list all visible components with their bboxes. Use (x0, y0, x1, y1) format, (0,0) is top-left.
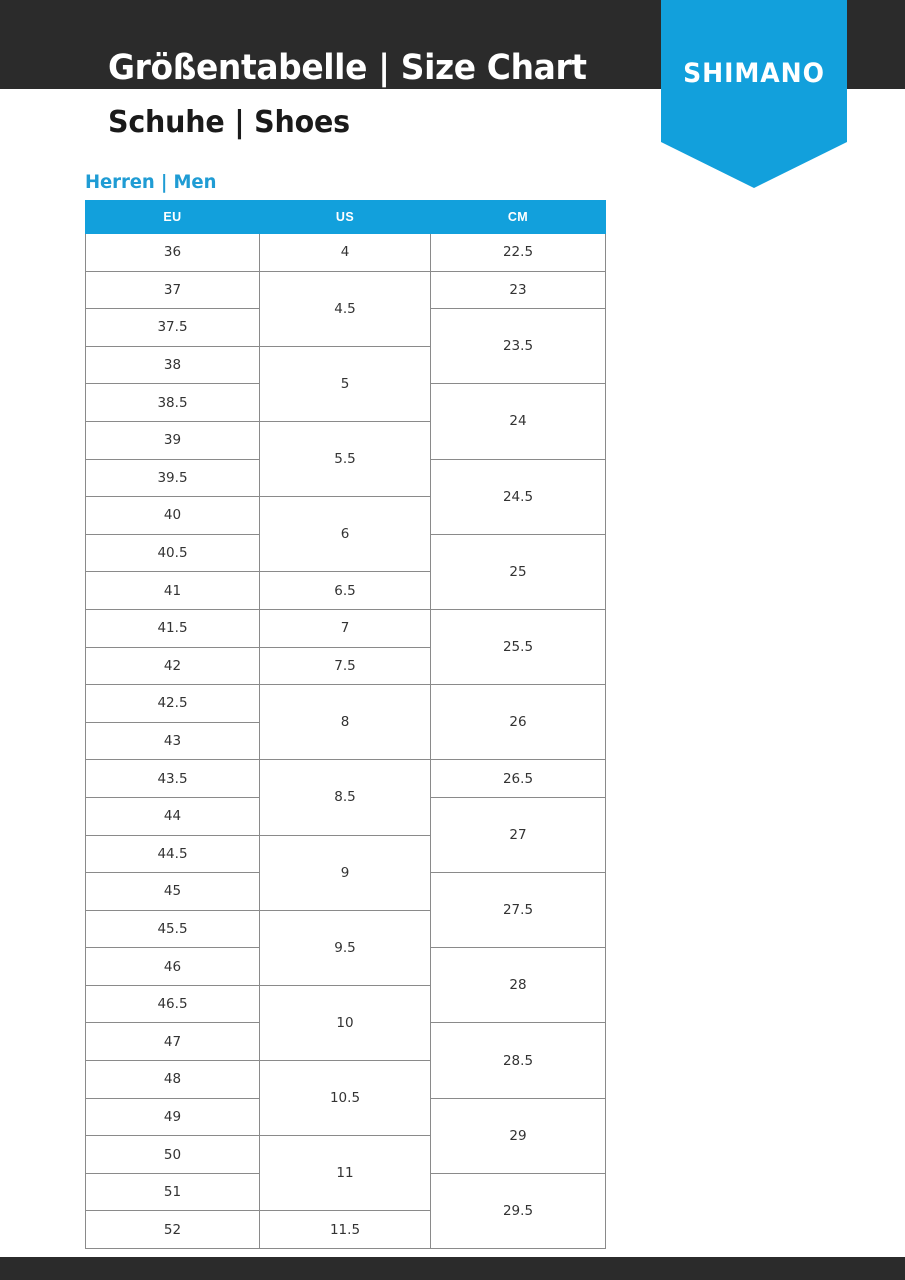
cell-cm: 23 (430, 270, 606, 310)
cell-us: 6.5 (259, 571, 431, 610)
shimano-logo: SHIMANO (683, 58, 825, 89)
cell-eu: 50 (85, 1135, 260, 1174)
footer-band (0, 1257, 905, 1280)
table-row: 51 29.5 (85, 1172, 606, 1250)
table-row: 40.5 25 (85, 533, 606, 610)
cell-cm: 28.5 (430, 1022, 606, 1099)
shimano-banner: SHIMANO (661, 0, 847, 188)
cell-cm: 24.5 (430, 458, 606, 535)
cell-eu: 45 (85, 872, 260, 911)
cell-eu: 46.5 (85, 984, 260, 1024)
cell-eu: 43.5 (85, 759, 260, 798)
cell-eu: 38.5 (85, 383, 260, 422)
title-line1-light-clip: Größentabelle | Size Chart (108, 47, 668, 89)
table-header-row: EU US CM (85, 200, 606, 234)
cell-us: 6 (259, 496, 431, 573)
table-row: 48 10.5 (85, 1060, 606, 1137)
size-table: EU US CM 36 4 22.5 37 4.5 23 37.5 23.5 38 5 38.5 24… (85, 200, 606, 1250)
table-row: 52 11.5 (85, 1210, 606, 1250)
cell-cm: 28 (430, 947, 606, 1024)
cell-eu: 41.5 (85, 608, 260, 648)
cell-eu: 49 (85, 1097, 260, 1137)
cell-us: 11 (259, 1135, 431, 1212)
cell-us: 10 (259, 984, 431, 1062)
table-row: 49 29 (85, 1097, 606, 1174)
column-header-us: US (259, 200, 431, 234)
table-row: 39 5.5 (85, 420, 606, 498)
cell-eu: 39 (85, 420, 260, 460)
section-subtitle: Herren | Men (85, 171, 217, 193)
table-row: 41 6.5 (85, 571, 606, 610)
cell-us: 5 (259, 345, 431, 422)
cell-eu: 40.5 (85, 533, 260, 573)
cell-us: 7 (259, 608, 431, 648)
table-row: 41.5 7 25.5 (85, 608, 606, 686)
cell-eu: 39.5 (85, 458, 260, 498)
cell-us: 7.5 (259, 646, 431, 686)
table-row: 38 5 (85, 345, 606, 422)
cell-eu: 47 (85, 1022, 260, 1062)
cell-eu: 41 (85, 571, 260, 610)
cell-eu: 42.5 (85, 684, 260, 723)
cell-cm: 29.5 (430, 1172, 606, 1250)
table-row: 37.5 23.5 (85, 308, 606, 385)
cell-cm: 26 (430, 684, 606, 761)
cell-us: 9 (259, 834, 431, 911)
cell-us: 8.5 (259, 759, 431, 836)
cell-eu: 43 (85, 721, 260, 761)
column-header-eu: EU (85, 200, 260, 234)
cell-eu: 44 (85, 796, 260, 836)
table-row: 45.5 9.5 (85, 909, 606, 986)
table-row: 40 6 (85, 496, 606, 573)
cell-cm: 25.5 (430, 608, 606, 686)
table-row: 43 (85, 721, 606, 761)
cell-eu: 42 (85, 646, 260, 686)
cell-eu: 40 (85, 496, 260, 535)
cell-eu: 46 (85, 947, 260, 986)
column-header-cm: CM (430, 200, 606, 234)
page-title-line1-light: Größentabelle | Size Chart (108, 48, 587, 88)
cell-cm: 26.5 (430, 759, 606, 798)
table-row: 47 28.5 (85, 1022, 606, 1099)
cell-us: 5.5 (259, 420, 431, 498)
cell-us: 9.5 (259, 909, 431, 986)
cell-eu: 36 (85, 233, 260, 272)
cell-cm: 29 (430, 1097, 606, 1174)
table-row: 42.5 8 26 (85, 684, 606, 761)
cell-eu: 48 (85, 1060, 260, 1099)
table-row: 44.5 9 (85, 834, 606, 911)
cell-eu: 37 (85, 270, 260, 310)
cell-us: 8 (259, 684, 431, 761)
cell-cm: 27.5 (430, 872, 606, 949)
size-table-body: 36 4 22.5 37 4.5 23 37.5 23.5 38 5 38.5 24 39 5.5 39.5… (85, 233, 606, 1250)
page-title-line2: Schuhe | Shoes (108, 105, 350, 140)
cell-eu: 37.5 (85, 308, 260, 347)
table-row: 45 27.5 (85, 872, 606, 949)
size-table-wrap: EU US CM 36 4 22.5 37 4.5 23 37.5 23.5 38 5 38.5 24… (85, 200, 606, 1250)
cell-us: 10.5 (259, 1060, 431, 1137)
cell-cm: 24 (430, 383, 606, 460)
cell-cm: 25 (430, 533, 606, 610)
cell-cm: 23.5 (430, 308, 606, 385)
table-row: 37 4.5 23 (85, 270, 606, 347)
table-row: 42 7.5 (85, 646, 606, 686)
cell-us: 4 (259, 233, 431, 272)
table-row: 36 4 22.5 (85, 233, 606, 272)
cell-us: 4.5 (259, 270, 431, 347)
table-row: 50 11 (85, 1135, 606, 1212)
table-row: 39.5 24.5 (85, 458, 606, 535)
cell-us: 11.5 (259, 1210, 431, 1250)
cell-eu: 38 (85, 345, 260, 385)
cell-eu: 51 (85, 1172, 260, 1212)
size-table-head: EU US CM (85, 200, 606, 234)
cell-eu: 52 (85, 1210, 260, 1250)
table-row: 44 27 (85, 796, 606, 874)
cell-eu: 45.5 (85, 909, 260, 949)
table-row: 43.5 8.5 26.5 (85, 759, 606, 836)
cell-cm: 22.5 (430, 233, 606, 272)
cell-eu: 44.5 (85, 834, 260, 874)
cell-cm: 27 (430, 796, 606, 874)
